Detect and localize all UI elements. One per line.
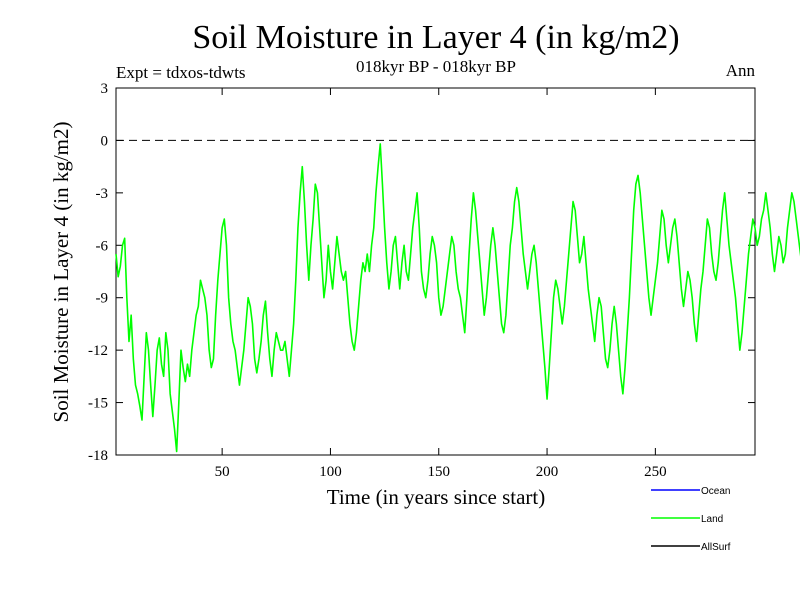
y-tick-label: -3 <box>96 186 109 202</box>
y-tick-label: 0 <box>101 133 109 149</box>
y-tick-label: -9 <box>96 291 109 307</box>
y-tick-label: -18 <box>88 448 108 464</box>
legend-label-allsurf: AllSurf <box>701 542 731 553</box>
y-axis-label: Soil Moisture in Layer 4 (in kg/m2) <box>49 122 73 423</box>
chart-title: Soil Moisture in Layer 4 (in kg/m2) <box>192 19 679 56</box>
x-axis-label: Time (in years since start) <box>327 485 546 509</box>
plot-area: 3 0 -3 -6 -9 -12 -15 -18 50 100 150 200 250 <box>88 81 800 480</box>
y-tick-label: -6 <box>96 238 109 254</box>
y-tick-label: -12 <box>88 343 108 359</box>
legend-label-land: Land <box>701 514 723 525</box>
plot-frame <box>115 87 756 456</box>
legend: Ocean Land AllSurf <box>651 486 731 553</box>
x-tick-label: 50 <box>215 464 230 480</box>
chart-subtitle: 018kyr BP - 018kyr BP <box>356 57 516 76</box>
y-tick-label: 3 <box>101 81 109 97</box>
experiment-label: Expt = tdxos-tdwts <box>116 63 246 82</box>
series-line-land <box>115 143 800 453</box>
y-tick-label: -15 <box>88 396 108 412</box>
season-label: Ann <box>726 61 756 80</box>
legend-label-ocean: Ocean <box>701 486 730 497</box>
x-tick-label: 100 <box>319 464 342 480</box>
x-tick-label: 250 <box>644 464 667 480</box>
x-tick-label: 200 <box>536 464 559 480</box>
x-tick-label: 150 <box>427 464 450 480</box>
